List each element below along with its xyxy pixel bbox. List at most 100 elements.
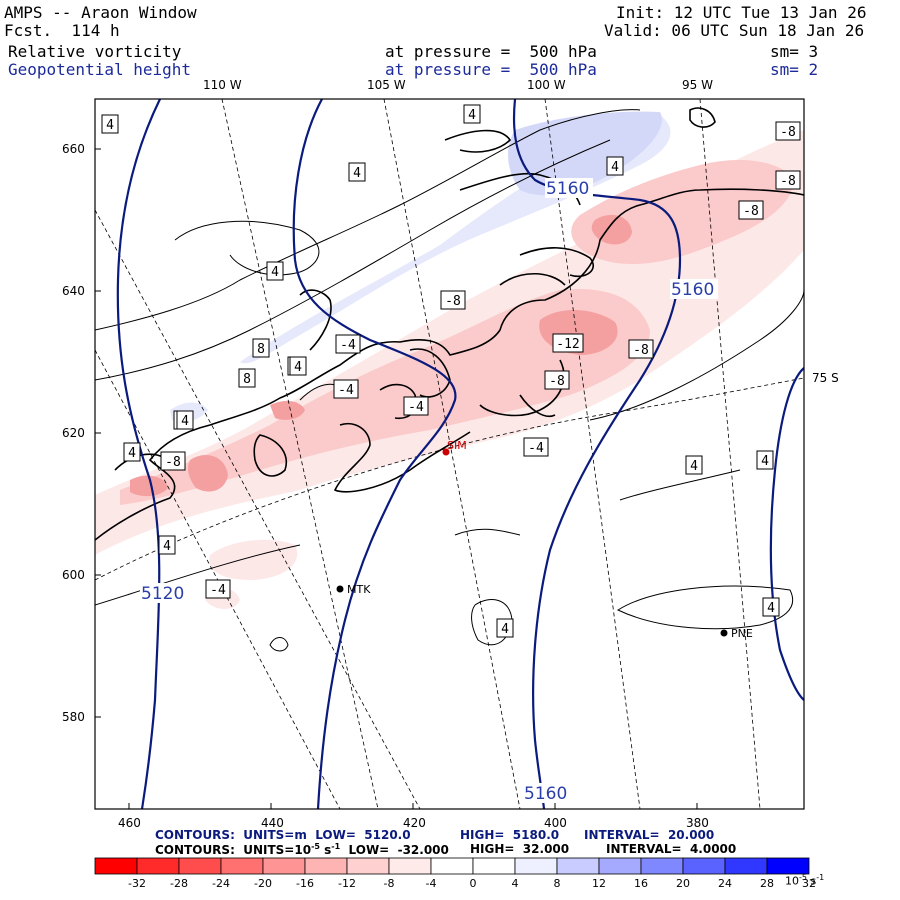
vorticity-label: 4 — [106, 118, 114, 133]
vorticity-label: -4 — [210, 583, 226, 598]
vorticity-label-box — [101, 114, 119, 134]
vorticity-label: 8 — [257, 342, 265, 357]
colorbar-unit-exp: -5 — [799, 873, 807, 882]
vorticity-label: 4 — [163, 539, 171, 554]
height-contour-units: CONTOURS: UNITS=m LOW= 5120.0 — [155, 828, 411, 842]
vorticity-label-box — [606, 156, 624, 176]
vorticity-label-box — [289, 356, 307, 376]
vorticity-label: 4 — [767, 601, 775, 616]
field1-pressure: at pressure = 500 hPa — [385, 42, 597, 61]
y-tick-600: 600 — [62, 568, 85, 582]
negative-vorticity-patch-3 — [95, 493, 113, 518]
colorbar-swatch — [640, 857, 684, 875]
station-dot-sim — [442, 448, 450, 456]
station-dot-pne — [720, 629, 728, 637]
field2-pressure: at pressure = 500 hPa — [385, 60, 597, 79]
height-contour-high: HIGH= 5180.0 — [460, 828, 560, 842]
vorticity-label-box — [335, 334, 361, 354]
y-tick-580: 580 — [62, 710, 85, 724]
colorbar-tick-label: 0 — [469, 877, 477, 890]
x-tick-440: 440 — [261, 816, 284, 830]
colorbar-swatch — [766, 857, 810, 875]
field1-smoothing: sm= 3 — [770, 42, 819, 61]
vorticity-contour-interval: INTERVAL= 4.0000 — [606, 842, 737, 856]
vort-units-exp: -5 — [311, 842, 320, 851]
y-tick-640: 640 — [62, 284, 85, 298]
vorticity-label-box — [160, 451, 186, 471]
height-contour-info: CONTOURS: UNITS=m LOW= 5120.0 — [155, 828, 411, 842]
x-tick-380: 380 — [686, 816, 709, 830]
vorticity-label-box — [775, 170, 801, 190]
colorbar-swatch — [430, 857, 474, 875]
colorbar-swatch — [346, 857, 390, 875]
vort-units-a: CONTOURS: UNITS=10 — [155, 843, 312, 857]
height-label-5160-bottom: 5160 — [524, 784, 567, 804]
colorbar-tick-label: 28 — [760, 877, 774, 890]
vorticity-label: 4 — [611, 160, 619, 175]
colorbar-swatch — [472, 857, 516, 875]
vorticity-label-box — [158, 535, 176, 555]
vorticity-label-box — [738, 200, 764, 220]
colorbar-swatch — [514, 857, 558, 875]
colorbar-tick-label: 8 — [553, 877, 561, 890]
height-label-5160-top: 5160 — [546, 179, 589, 199]
negative-vorticity-core-3 — [188, 455, 228, 492]
height-contour-interval: INTERVAL= 20.000 — [584, 828, 715, 842]
vort-units-b: s — [319, 843, 332, 857]
colorbar-tick-label: 20 — [676, 877, 690, 890]
vorticity-contour-info: CONTOURS: UNITS=10-5 s-1 LOW= -32.000 — [155, 842, 449, 857]
vorticity-label: -4 — [528, 441, 544, 456]
field2-smoothing: sm= 2 — [770, 60, 819, 79]
axis-tick-marks — [95, 148, 698, 809]
vorticity-label-box — [463, 104, 481, 124]
negative-vorticity-core-4 — [270, 400, 305, 420]
vorticity-label: 4 — [271, 265, 279, 280]
lon-label-100w: 100 W — [527, 78, 566, 92]
vorticity-label: -8 — [780, 174, 796, 189]
colorbar-unit-s: s — [806, 874, 817, 888]
vorticity-label-box — [628, 339, 654, 359]
colorbar-tick-label: -24 — [212, 877, 230, 890]
vort-units-exp2: -1 — [331, 842, 341, 851]
height-labels: 5160 5160 5120 5160 — [140, 178, 718, 804]
vorticity-contours — [95, 109, 804, 652]
x-tick-460: 460 — [118, 816, 141, 830]
colorbar-swatch — [136, 857, 180, 875]
vorticity-label-box — [333, 379, 359, 399]
vorticity-label: -4 — [340, 338, 356, 353]
station-dot-mtk — [336, 585, 344, 593]
vorticity-label: 4 — [501, 622, 509, 637]
y-tick-620: 620 — [62, 426, 85, 440]
vorticity-label-box — [123, 442, 141, 462]
vorticity-label: -8 — [549, 374, 565, 389]
valid-time: Valid: 06 UTC Sun 18 Jan 26 — [604, 21, 865, 40]
vorticity-label-box — [544, 370, 570, 390]
vorticity-label-box — [775, 121, 801, 141]
colorbar-tick-label: 4 — [511, 877, 519, 890]
colorbar-swatch — [388, 857, 432, 875]
colorbar-unit-base: 10 — [785, 874, 799, 888]
y-tick-660: 660 — [62, 142, 85, 156]
vorticity-label-box — [552, 333, 584, 353]
field2-name: Geopotential height — [8, 60, 192, 79]
vorticity-label: 4 — [690, 459, 698, 474]
vorticity-label-box — [348, 162, 366, 182]
vorticity-contour-high: HIGH= 32.000 — [470, 842, 570, 856]
vorticity-label: 4 — [181, 414, 189, 429]
vorticity-label: 8 — [243, 372, 251, 387]
colorbar-tick-label: 16 — [634, 877, 648, 890]
vorticity-label-box — [496, 618, 514, 638]
lon-label-95w: 95 W — [682, 78, 713, 92]
station-label-sim: SIM — [447, 439, 467, 452]
vorticity-label: -8 — [445, 294, 461, 309]
x-tick-420: 420 — [403, 816, 426, 830]
colorbar-tick-label: -4 — [425, 877, 437, 890]
negative-vorticity-mid — [120, 289, 650, 505]
colorbar-swatch — [94, 857, 138, 875]
vorticity-label-box — [176, 410, 194, 430]
colorbar-unit: 10-5 s-1 — [785, 873, 824, 888]
vorticity-label: -8 — [743, 204, 759, 219]
lon-label-105w: 105 W — [367, 78, 406, 92]
